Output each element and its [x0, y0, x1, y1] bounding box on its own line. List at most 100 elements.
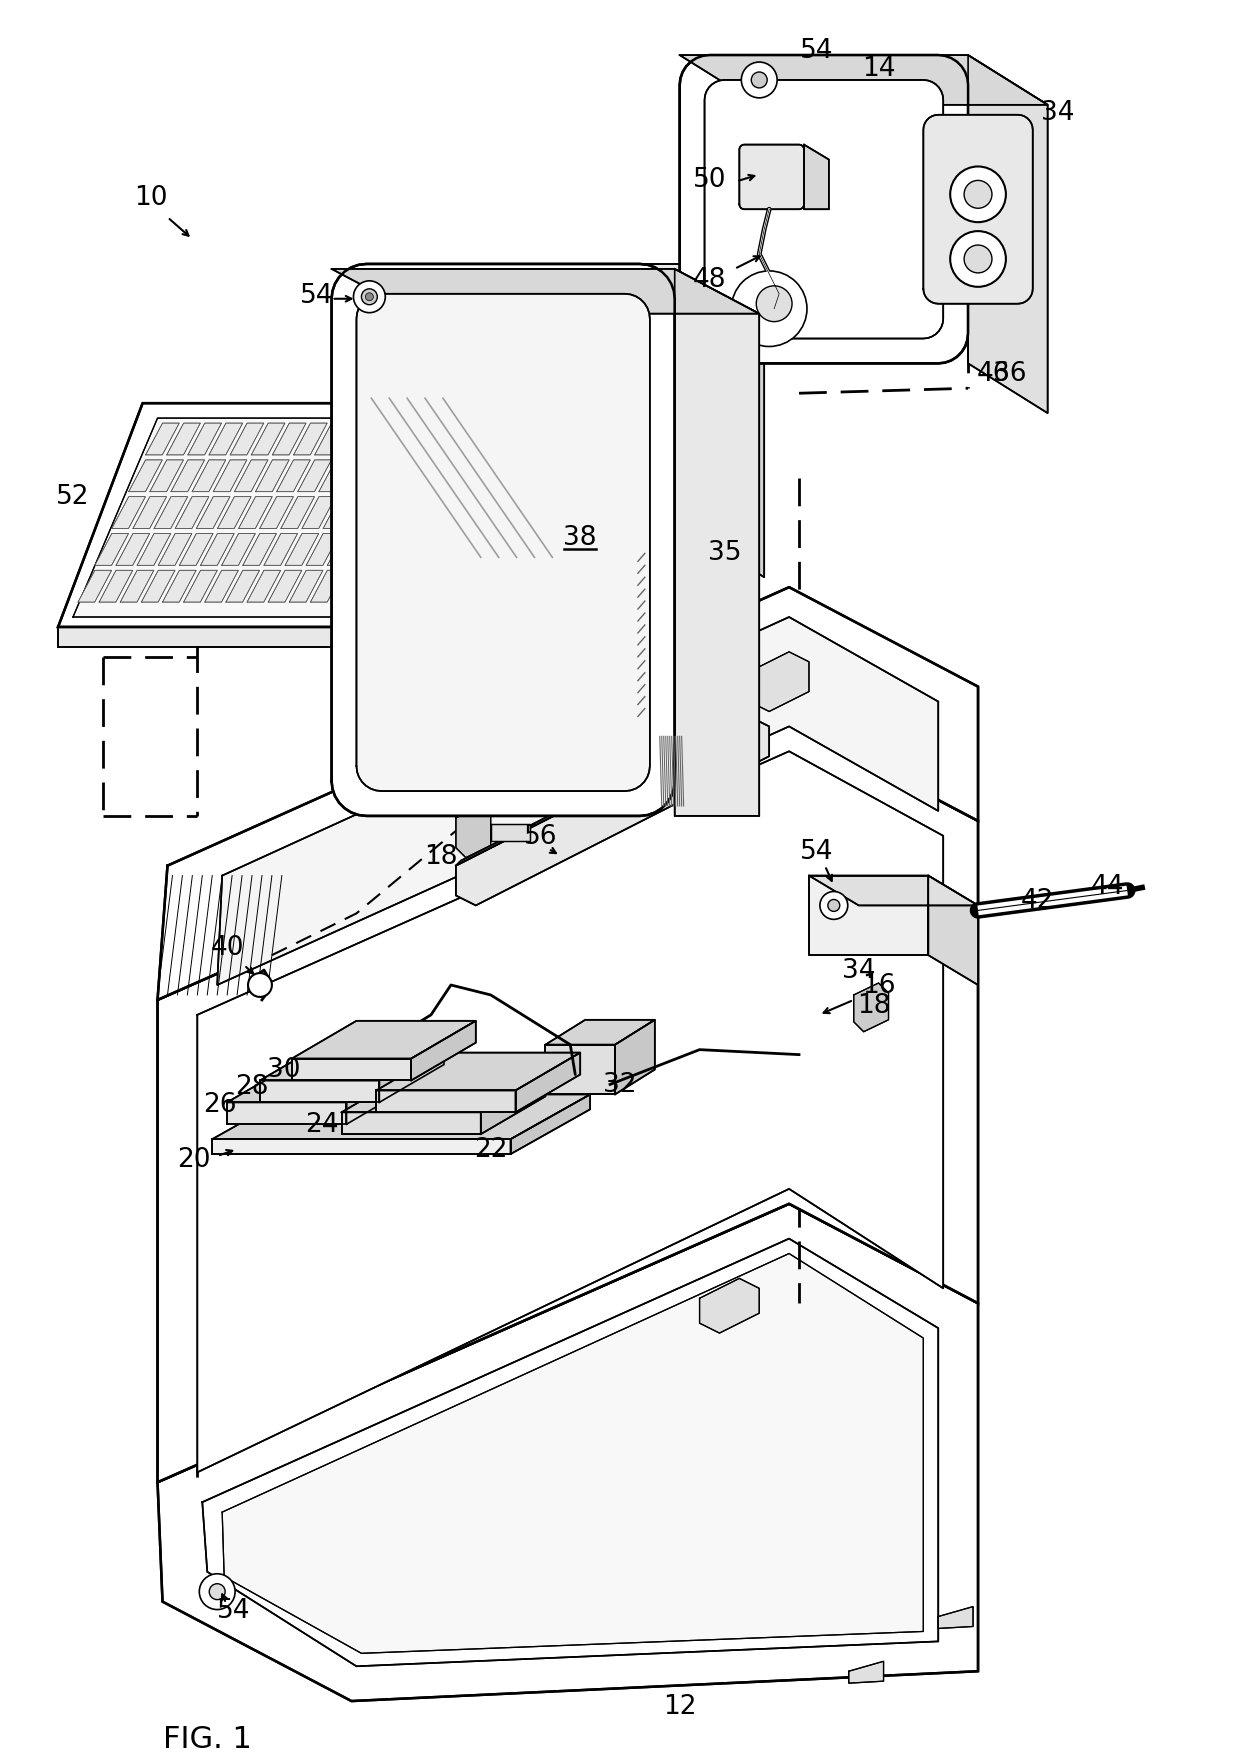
Text: 50: 50 — [693, 167, 727, 193]
Polygon shape — [376, 1052, 580, 1091]
Polygon shape — [201, 534, 234, 566]
Polygon shape — [150, 460, 184, 492]
Polygon shape — [327, 534, 361, 566]
Polygon shape — [929, 877, 978, 986]
Polygon shape — [346, 1065, 412, 1124]
Polygon shape — [456, 806, 491, 857]
Text: 38: 38 — [563, 525, 596, 552]
Polygon shape — [112, 497, 145, 529]
Text: 12: 12 — [663, 1694, 697, 1718]
Text: 54: 54 — [217, 1597, 250, 1623]
Polygon shape — [640, 265, 724, 553]
Polygon shape — [319, 460, 352, 492]
Circle shape — [200, 1574, 236, 1609]
Polygon shape — [197, 752, 944, 1472]
Polygon shape — [739, 146, 804, 211]
Polygon shape — [808, 877, 929, 956]
Text: 42: 42 — [1021, 887, 1054, 914]
Text: 10: 10 — [134, 184, 167, 211]
Polygon shape — [808, 877, 978, 907]
Polygon shape — [58, 404, 427, 627]
Circle shape — [950, 232, 1006, 288]
Circle shape — [965, 181, 992, 209]
Polygon shape — [315, 423, 348, 455]
Polygon shape — [341, 1075, 546, 1112]
Text: 52: 52 — [56, 483, 89, 510]
Polygon shape — [231, 423, 264, 455]
Polygon shape — [481, 1075, 546, 1135]
Circle shape — [742, 63, 777, 98]
Polygon shape — [133, 497, 166, 529]
Polygon shape — [99, 571, 133, 603]
Polygon shape — [188, 423, 222, 455]
Polygon shape — [202, 1239, 939, 1666]
Polygon shape — [650, 339, 714, 369]
Polygon shape — [379, 1044, 444, 1103]
Polygon shape — [511, 1095, 590, 1154]
Polygon shape — [247, 571, 280, 603]
Polygon shape — [968, 56, 1048, 415]
Polygon shape — [650, 295, 714, 325]
Circle shape — [732, 272, 807, 348]
Polygon shape — [264, 534, 298, 566]
Polygon shape — [376, 1091, 516, 1112]
Polygon shape — [336, 423, 370, 455]
Polygon shape — [145, 423, 180, 455]
Circle shape — [361, 290, 377, 306]
Text: 32: 32 — [603, 1072, 637, 1098]
Text: 22: 22 — [474, 1137, 507, 1163]
Polygon shape — [615, 1021, 655, 1095]
Text: 44: 44 — [1091, 873, 1125, 900]
Polygon shape — [129, 460, 162, 492]
Polygon shape — [804, 146, 828, 211]
Circle shape — [248, 973, 272, 998]
Polygon shape — [853, 984, 889, 1031]
Text: 54: 54 — [800, 39, 833, 63]
Circle shape — [210, 1583, 226, 1599]
Text: 48: 48 — [693, 267, 727, 293]
Polygon shape — [378, 423, 412, 455]
Polygon shape — [285, 534, 319, 566]
Text: 46: 46 — [976, 362, 1009, 387]
Text: 34: 34 — [842, 958, 875, 984]
Polygon shape — [184, 571, 217, 603]
Text: 14: 14 — [862, 56, 895, 83]
Polygon shape — [456, 712, 754, 866]
Circle shape — [756, 286, 792, 323]
Polygon shape — [180, 534, 213, 566]
Polygon shape — [166, 423, 201, 455]
Text: 54: 54 — [800, 838, 833, 864]
Polygon shape — [255, 460, 289, 492]
Polygon shape — [699, 1279, 759, 1334]
Polygon shape — [138, 534, 171, 566]
Polygon shape — [213, 460, 247, 492]
Polygon shape — [345, 497, 378, 529]
Polygon shape — [291, 1021, 476, 1059]
Circle shape — [751, 74, 768, 90]
Polygon shape — [341, 404, 427, 648]
Polygon shape — [650, 429, 714, 459]
Text: 34: 34 — [1040, 100, 1074, 127]
Text: 56: 56 — [523, 824, 557, 849]
Polygon shape — [252, 423, 285, 455]
Polygon shape — [227, 1065, 412, 1103]
Polygon shape — [939, 1606, 973, 1629]
Polygon shape — [212, 1140, 511, 1154]
Text: 40: 40 — [211, 935, 244, 961]
Polygon shape — [724, 265, 764, 578]
Polygon shape — [196, 497, 229, 529]
Polygon shape — [650, 385, 714, 415]
Circle shape — [828, 900, 839, 912]
Polygon shape — [848, 1662, 884, 1683]
Polygon shape — [205, 571, 238, 603]
Polygon shape — [210, 423, 243, 455]
Polygon shape — [175, 497, 208, 529]
Text: 36: 36 — [993, 362, 1027, 387]
Polygon shape — [361, 460, 394, 492]
Polygon shape — [749, 652, 808, 712]
Circle shape — [366, 293, 373, 302]
Text: 24: 24 — [305, 1112, 339, 1137]
Polygon shape — [306, 534, 340, 566]
Polygon shape — [222, 534, 255, 566]
Text: 18: 18 — [857, 993, 890, 1019]
